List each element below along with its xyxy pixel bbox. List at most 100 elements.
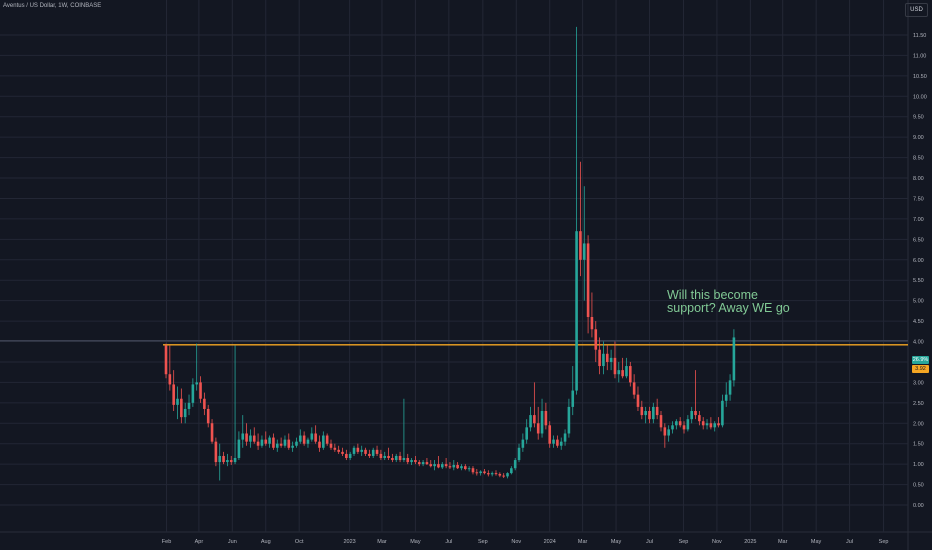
candle-up — [226, 453, 229, 467]
candle-body — [483, 471, 486, 474]
candle-body — [233, 458, 237, 463]
candle-body — [375, 449, 379, 454]
candle-body — [625, 366, 628, 377]
candle-down — [210, 419, 214, 444]
candle-down — [548, 421, 552, 448]
candle-body — [391, 458, 394, 461]
candle-down — [279, 437, 283, 448]
x-axis: Feb Apr Jun Aug Oct 2023 Mar May Jul Sep Nov 2024 Ma… — [162, 539, 889, 545]
candle-body — [203, 398, 206, 409]
candle-body — [406, 458, 410, 463]
candle-body — [471, 468, 475, 473]
candle-body — [452, 464, 456, 468]
candle-up — [567, 398, 571, 438]
candle-body — [694, 411, 697, 416]
x-tick-label: Mar — [778, 539, 788, 545]
candle-up — [582, 186, 586, 301]
candle-down — [341, 447, 344, 456]
candle-up — [394, 453, 398, 463]
candle-body — [567, 406, 571, 434]
x-tick-label: Oct — [295, 539, 304, 545]
candle-body — [341, 451, 344, 454]
candle-up — [176, 386, 179, 420]
candle-body — [671, 425, 674, 430]
chart-annotation-text: Will this become support? Away WE go — [667, 288, 790, 315]
candle-up — [371, 447, 375, 458]
candle-up — [686, 415, 690, 432]
candle-down — [586, 235, 590, 334]
candle-up — [283, 435, 287, 448]
candle-down — [663, 423, 667, 448]
candle-up — [667, 425, 670, 442]
candle-body — [444, 464, 448, 467]
candle-down — [425, 458, 429, 465]
candle-body — [314, 433, 317, 442]
candle-up — [525, 419, 528, 444]
candle-up — [218, 443, 222, 481]
candle-body — [621, 370, 624, 377]
candle-up — [191, 378, 195, 407]
candle-up — [295, 437, 298, 448]
candle-down — [375, 445, 379, 456]
candle-body — [398, 455, 402, 461]
candle-body — [249, 435, 252, 442]
candle-down — [222, 451, 225, 465]
candle-up — [268, 435, 271, 448]
candle-body — [652, 406, 655, 420]
candle-down — [471, 466, 475, 475]
candle-body — [513, 460, 517, 469]
candle-body — [717, 423, 720, 426]
candle-body — [675, 421, 678, 426]
candle-body — [383, 455, 387, 458]
candle-down — [333, 443, 337, 452]
candle-body — [318, 441, 321, 448]
candle-body — [678, 421, 682, 426]
candle-body — [713, 423, 717, 428]
candle-down — [203, 392, 206, 416]
y-tick-label: 6.50 — [913, 237, 924, 243]
candle-body — [325, 435, 329, 444]
candle-down — [494, 470, 498, 476]
candle-body — [724, 394, 728, 401]
candle-body — [721, 400, 724, 426]
candle-up — [617, 361, 621, 383]
candle-body — [272, 437, 275, 448]
candle-body — [705, 423, 709, 426]
candle-body — [663, 427, 667, 436]
candle-body — [214, 441, 218, 463]
candle-down — [168, 345, 172, 391]
currency-unit-label[interactable]: USD — [905, 3, 928, 17]
candle-down — [590, 292, 594, 338]
candle-body — [655, 406, 659, 416]
candle-body — [644, 411, 647, 416]
y-tick-label: 5.50 — [913, 278, 924, 284]
candle-up — [183, 402, 187, 424]
candle-body — [510, 468, 513, 474]
candle-body — [295, 441, 298, 446]
candle-body — [464, 466, 467, 470]
candle-body — [245, 433, 248, 442]
candle-body — [433, 464, 436, 467]
candle-up — [609, 349, 613, 371]
candle-up — [690, 406, 693, 424]
candle-body — [348, 453, 352, 458]
x-tick-label: Mar — [377, 539, 387, 545]
candle-body — [394, 455, 398, 461]
candle-down — [594, 321, 598, 362]
candle-body — [648, 411, 651, 420]
x-tick-label: Jul — [445, 539, 452, 545]
candle-up — [241, 415, 245, 448]
symbol-title: Aventus / US Dollar, 1W, COINBASE — [3, 3, 102, 9]
candle-up — [652, 402, 655, 424]
y-tick-label: 11.00 — [913, 53, 926, 59]
candle-body — [690, 411, 693, 420]
candle-body — [283, 439, 287, 446]
x-tick-label: Jul — [646, 539, 653, 545]
candle-down — [698, 411, 701, 426]
candle-body — [533, 415, 536, 424]
candle-body — [440, 464, 444, 468]
candle-body — [310, 433, 314, 440]
candle-body — [536, 423, 540, 434]
candle-body — [183, 408, 187, 418]
